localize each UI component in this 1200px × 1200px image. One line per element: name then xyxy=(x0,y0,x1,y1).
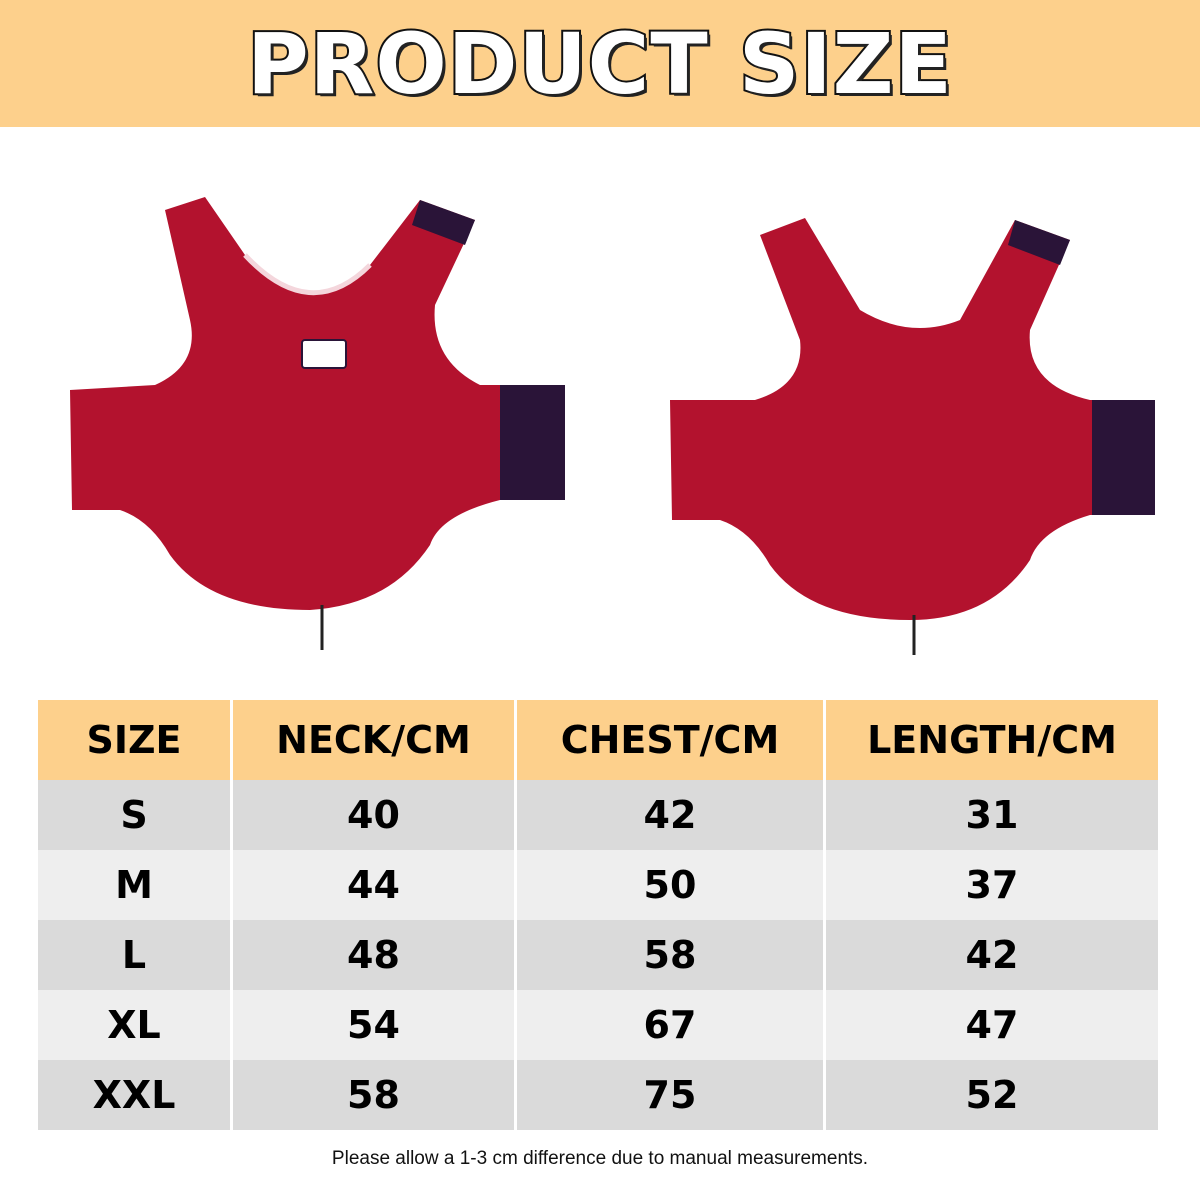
header-chest: CHEST/CM xyxy=(517,700,823,780)
chest-cell: 67 xyxy=(517,990,823,1060)
vest-back-image xyxy=(670,218,1155,655)
length-cell: 31 xyxy=(826,780,1158,850)
title-banner: PRODUCT SIZE xyxy=(0,0,1200,127)
neck-cell: 40 xyxy=(233,780,514,850)
page-title: PRODUCT SIZE xyxy=(245,13,954,115)
size-table: SIZE NECK/CM CHEST/CM LENGTH/CM S 40 42 … xyxy=(35,700,1161,1130)
length-cell: 42 xyxy=(826,920,1158,990)
size-cell: XL xyxy=(38,990,230,1060)
length-cell: 37 xyxy=(826,850,1158,920)
measurement-note: Please allow a 1-3 cm difference due to … xyxy=(331,1148,869,1169)
size-cell: L xyxy=(38,920,230,990)
table-row: M 44 50 37 xyxy=(38,850,1158,920)
length-cell: 52 xyxy=(826,1060,1158,1130)
header-size: SIZE xyxy=(38,700,230,780)
chest-cell: 58 xyxy=(517,920,823,990)
vest-front-image xyxy=(70,197,565,650)
neck-cell: 58 xyxy=(233,1060,514,1130)
table-row: XL 54 67 47 xyxy=(38,990,1158,1060)
chest-cell: 50 xyxy=(517,850,823,920)
header-length: LENGTH/CM xyxy=(826,700,1158,780)
length-cell: 47 xyxy=(826,990,1158,1060)
table-header-row: SIZE NECK/CM CHEST/CM LENGTH/CM xyxy=(38,700,1158,780)
chest-cell: 42 xyxy=(517,780,823,850)
size-cell: S xyxy=(38,780,230,850)
neck-cell: 48 xyxy=(233,920,514,990)
header-neck: NECK/CM xyxy=(233,700,514,780)
table-row: XXL 58 75 52 xyxy=(38,1060,1158,1130)
neck-cell: 54 xyxy=(233,990,514,1060)
chest-cell: 75 xyxy=(517,1060,823,1130)
size-cell: M xyxy=(38,850,230,920)
table-row: S 40 42 31 xyxy=(38,780,1158,850)
table-row: L 48 58 42 xyxy=(38,920,1158,990)
size-cell: XXL xyxy=(38,1060,230,1130)
neck-cell: 44 xyxy=(233,850,514,920)
